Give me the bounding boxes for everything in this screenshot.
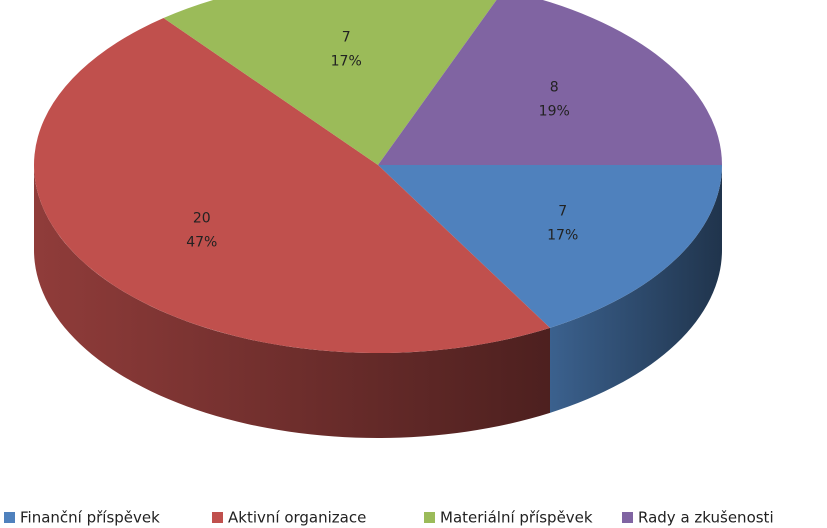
data-label: 8 [550, 79, 559, 95]
legend-swatch [212, 512, 223, 523]
data-label: 20 [193, 211, 211, 227]
percent-label: 17% [547, 227, 578, 243]
legend-swatch [424, 512, 435, 523]
legend: Finanční příspěvek Aktivní organizace Mate… [4, 509, 774, 527]
slice [34, 18, 551, 353]
legend-label: Finanční příspěvek [20, 509, 160, 527]
percent-label: 47% [186, 235, 217, 251]
slice [378, 0, 722, 165]
slice-side [550, 165, 722, 413]
percent-label: 19% [539, 103, 570, 119]
data-label: 7 [342, 30, 351, 46]
slice [378, 165, 722, 328]
slice-side [34, 165, 550, 438]
legend-label: Materiální příspěvek [440, 509, 593, 527]
legend-swatch [622, 512, 633, 523]
legend-label: Aktivní organizace [228, 509, 366, 527]
slice [163, 0, 497, 165]
legend-label: Rady a zkušenosti [638, 509, 774, 527]
legend-swatch [4, 512, 15, 523]
percent-label: 17% [331, 54, 362, 70]
data-label: 7 [558, 203, 567, 219]
